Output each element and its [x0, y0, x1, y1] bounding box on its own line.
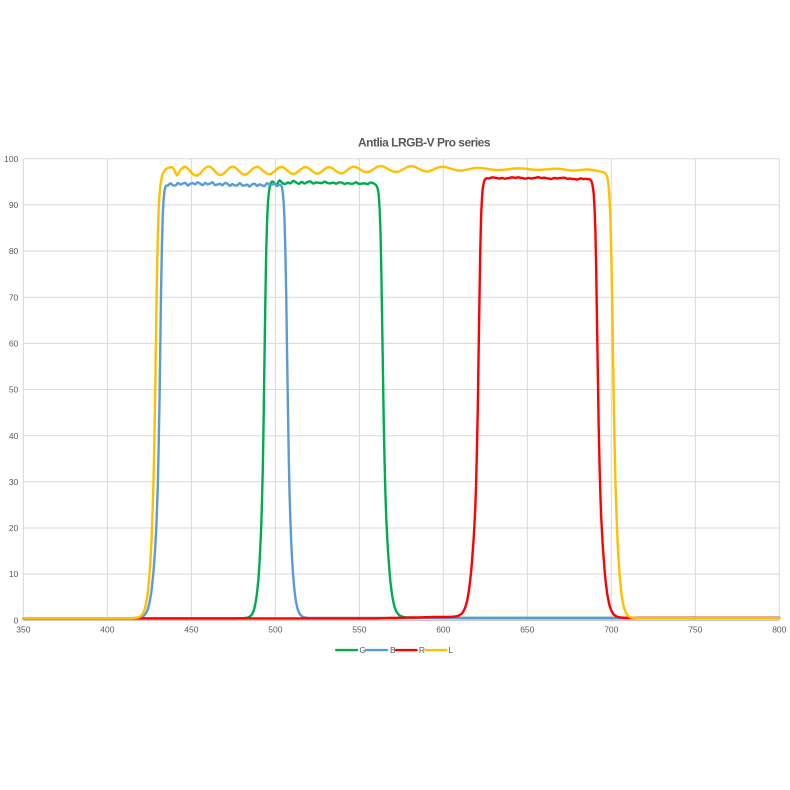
svg-text:700: 700: [604, 625, 618, 635]
svg-text:40: 40: [9, 431, 19, 441]
svg-text:650: 650: [520, 625, 534, 635]
svg-text:70: 70: [9, 292, 19, 302]
svg-text:R: R: [419, 645, 425, 655]
svg-text:90: 90: [9, 200, 19, 210]
svg-text:B: B: [390, 645, 396, 655]
svg-text:0: 0: [14, 615, 19, 625]
svg-text:350: 350: [16, 625, 30, 635]
svg-text:800: 800: [772, 625, 786, 635]
svg-text:750: 750: [688, 625, 702, 635]
svg-text:10: 10: [9, 569, 19, 579]
svg-text:G: G: [359, 645, 366, 655]
svg-text:50: 50: [9, 385, 19, 395]
svg-text:600: 600: [436, 625, 450, 635]
svg-text:Antlia LRGB-V Pro series: Antlia LRGB-V Pro series: [358, 135, 491, 149]
svg-text:30: 30: [9, 477, 19, 487]
svg-text:400: 400: [100, 625, 114, 635]
svg-text:500: 500: [268, 625, 282, 635]
svg-text:L: L: [448, 645, 453, 655]
svg-text:450: 450: [184, 625, 198, 635]
svg-text:60: 60: [9, 339, 19, 349]
svg-text:80: 80: [9, 246, 19, 256]
svg-text:20: 20: [9, 523, 19, 533]
svg-text:100: 100: [4, 154, 18, 164]
svg-text:550: 550: [352, 625, 366, 635]
